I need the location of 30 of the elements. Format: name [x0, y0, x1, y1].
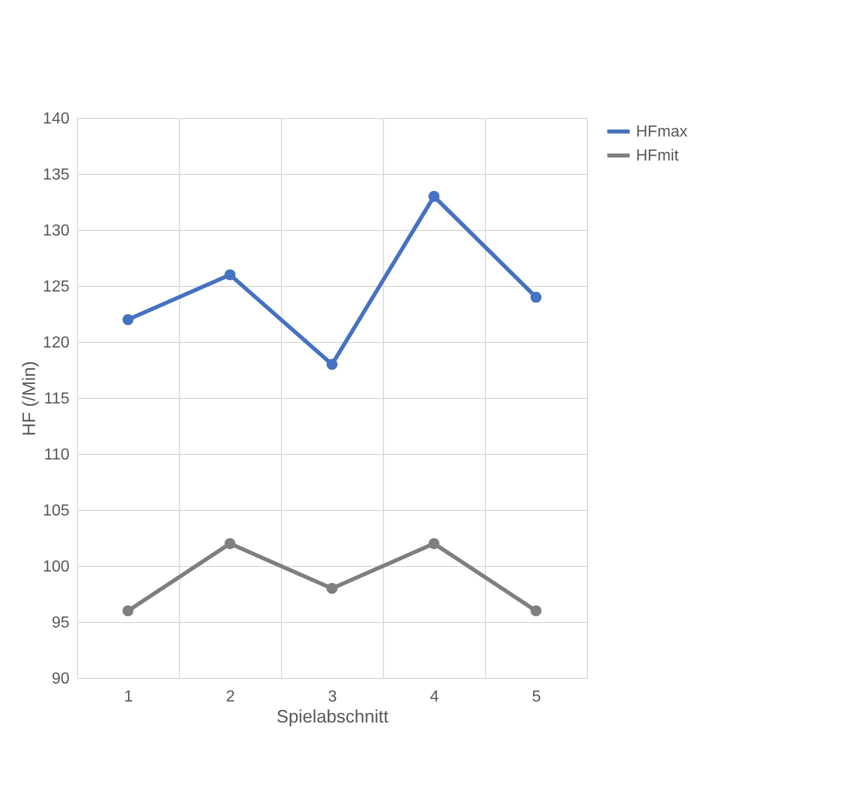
- point: [326, 582, 338, 594]
- y-tick-label: 105: [42, 502, 70, 520]
- x-tick-label: 5: [532, 688, 542, 706]
- y-tick-label: 135: [42, 166, 70, 184]
- point: [224, 269, 236, 280]
- y-tick-label: 100: [42, 558, 70, 576]
- x-tick-label: 2: [226, 688, 236, 706]
- legend-label: HFmax: [636, 124, 688, 140]
- point: [326, 358, 338, 370]
- y-axis-title: HF (/Min): [18, 361, 39, 436]
- x-tick-label: 3: [328, 688, 338, 706]
- point: [224, 538, 236, 550]
- point: [530, 605, 542, 616]
- point: [428, 538, 440, 550]
- y-tick-label: 110: [44, 446, 70, 464]
- point: [428, 190, 440, 202]
- y-tick-label: 115: [44, 390, 70, 408]
- point: [122, 605, 134, 616]
- y-tick-label: 130: [42, 222, 70, 240]
- x-tick-label: 1: [124, 688, 134, 706]
- x-axis-title: Spielabschnitt: [276, 706, 389, 726]
- point: [530, 292, 542, 303]
- y-tick-label: 95: [52, 614, 70, 632]
- y-tick-label: 120: [42, 334, 70, 352]
- x-tick-label: 4: [430, 688, 440, 706]
- y-tick-label: 140: [42, 110, 70, 128]
- point: [122, 314, 134, 326]
- y-tick-label: 125: [42, 278, 70, 296]
- y-tick-label: 90: [52, 670, 70, 688]
- legend-label: HFmit: [636, 148, 680, 164]
